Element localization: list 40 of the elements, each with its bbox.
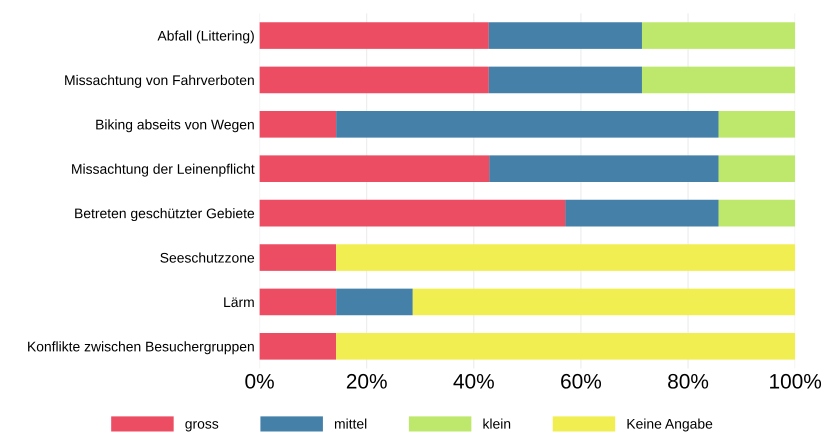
- bar: [260, 244, 336, 271]
- bar: [260, 66, 489, 94]
- bar: [718, 155, 796, 182]
- y-tick-label: Missachtung von Fahrverboten: [65, 74, 254, 88]
- bar: [260, 333, 336, 360]
- bar: [336, 244, 796, 271]
- bar: [412, 288, 796, 316]
- bar: [489, 155, 719, 182]
- y-tick-label: Seeschutzzone: [160, 252, 254, 263]
- bar: [718, 111, 796, 138]
- bar: [565, 200, 719, 226]
- bar: [642, 22, 796, 49]
- y-tick-label: Konflikte zwischen Besuchergruppen: [28, 341, 254, 354]
- legend-label: Keine Angabe: [627, 418, 712, 432]
- y-tick-label: Lärm: [224, 297, 254, 308]
- bar: [260, 288, 336, 316]
- y-tick-label: Biking abseits von Wegen: [96, 119, 254, 132]
- bar: [260, 22, 489, 49]
- bar: [260, 111, 336, 138]
- bar: [488, 66, 642, 94]
- bar: [336, 111, 719, 138]
- bar: [488, 22, 642, 49]
- bar: [642, 66, 796, 94]
- bar: [260, 200, 566, 226]
- y-tick-label: Missachtung der Leinenpflicht: [72, 164, 255, 177]
- bar: [260, 155, 490, 182]
- x-tick-label: 80%: [668, 374, 708, 389]
- bar: [718, 200, 796, 226]
- legend-label: gross: [185, 421, 218, 432]
- x-tick-label: 40%: [453, 374, 494, 389]
- bar: [336, 288, 413, 316]
- x-tick-label: 60%: [561, 374, 602, 389]
- x-tick-label: 0%: [245, 374, 274, 389]
- legend-label: klein: [483, 418, 510, 429]
- y-tick-label: Abfall (Littering): [157, 30, 254, 44]
- legend-label: mittel: [334, 418, 366, 429]
- x-tick-label: 20%: [346, 374, 387, 389]
- x-tick-label: 100%: [770, 374, 822, 389]
- bar: [336, 333, 796, 360]
- y-tick-label: Betreten geschützter Gebiete: [75, 208, 254, 222]
